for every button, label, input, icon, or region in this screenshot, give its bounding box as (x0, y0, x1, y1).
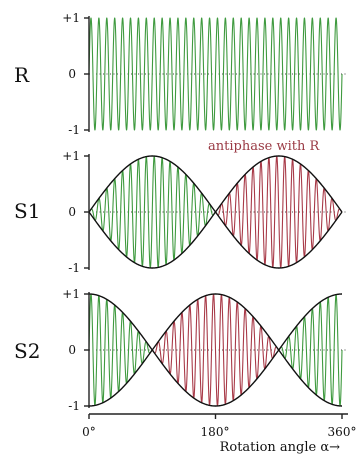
x-axis-label: Rotation angle α→ (220, 440, 341, 455)
s2-signal-segment-0 (88, 293, 153, 406)
panel-label-s2: S2 (14, 339, 40, 363)
s2-signal-segment-2 (278, 294, 343, 407)
panel-s2 (84, 292, 346, 408)
xtick-0: 0° (82, 425, 96, 439)
r-ytick-zero: 0 (68, 67, 76, 81)
r-signal-segment-0 (88, 17, 343, 131)
s2-ytick-zero: 0 (68, 343, 76, 357)
s1-signal-segment-1 (215, 155, 343, 269)
s2-signal-segment-1 (152, 293, 280, 407)
r-ytick-top: +1 (62, 11, 80, 25)
antiphase-annotation: antiphase with R (208, 139, 320, 154)
panel-s1 (84, 154, 346, 270)
panel-label-r: R (14, 63, 30, 87)
s2-envelope-lower (88, 293, 343, 407)
panel-r (84, 16, 346, 132)
s1-ytick-zero: 0 (68, 205, 76, 219)
r-ytick-bottom: -1 (68, 123, 80, 137)
s1-ytick-top: +1 (62, 149, 80, 163)
s2-envelope-upper (88, 293, 343, 407)
xtick-180: 180° (201, 425, 230, 439)
panel-label-s1: S1 (14, 199, 40, 223)
s2-ytick-top: +1 (62, 287, 80, 301)
s1-ytick-bottom: -1 (68, 261, 80, 275)
xtick-360: 360° (328, 425, 357, 439)
s1-envelope-lower (88, 155, 343, 269)
s2-ytick-bottom: -1 (68, 399, 80, 413)
s1-signal-segment-0 (88, 155, 217, 269)
